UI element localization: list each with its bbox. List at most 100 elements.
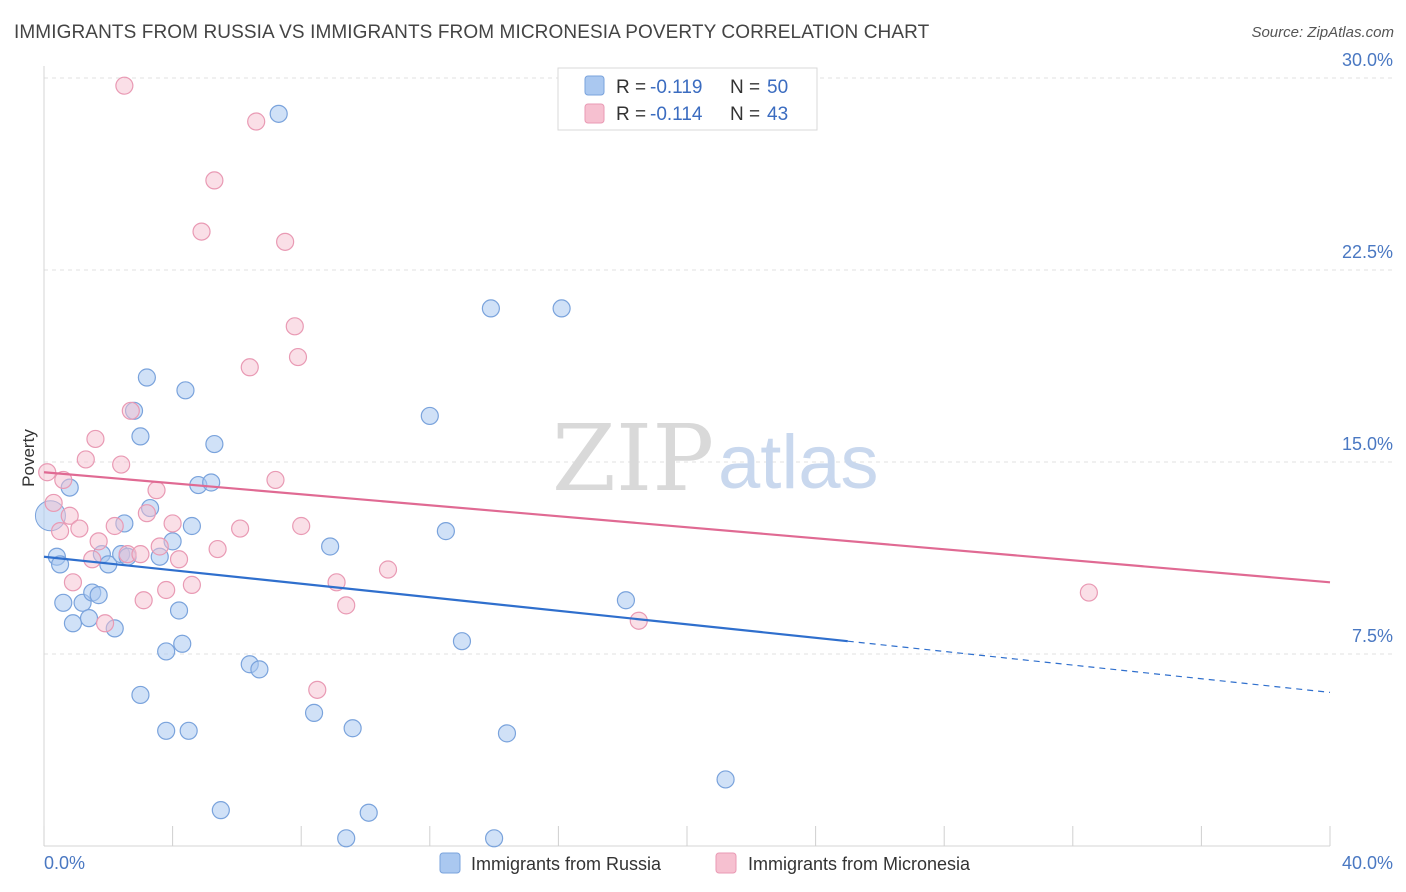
y-axis-title: Poverty (19, 429, 38, 487)
point-micronesia (134, 591, 153, 610)
point-micronesia (276, 232, 295, 251)
point-russia (211, 801, 230, 820)
point-russia (173, 634, 192, 653)
point-russia (169, 601, 189, 620)
point-russia (182, 516, 201, 536)
point-micronesia (115, 76, 134, 95)
point-russia (131, 685, 150, 705)
point-russia (304, 703, 324, 722)
point-russia (137, 368, 156, 387)
point-micronesia (285, 317, 304, 336)
point-russia (250, 660, 269, 679)
point-russia (485, 829, 504, 848)
trend-lines (43, 471, 1331, 693)
legend-n-value-micronesia: 43 (767, 104, 788, 125)
point-russia (497, 724, 517, 743)
point-micronesia (208, 539, 227, 559)
point-micronesia (86, 429, 105, 449)
point-micronesia (83, 550, 102, 569)
point-russia (179, 721, 198, 740)
trend-line-micronesia (43, 471, 1331, 584)
point-micronesia (121, 401, 140, 420)
legend-swatch-russia (584, 75, 605, 96)
point-micronesia (292, 516, 311, 536)
y-tick-label: 7.5% (1352, 626, 1393, 646)
x-tick-label-min: 0.0% (44, 853, 85, 873)
legend-bottom-label-russia: Immigrants from Russia (471, 854, 662, 874)
point-micronesia (89, 532, 108, 551)
point-micronesia (182, 575, 201, 594)
point-micronesia (231, 519, 250, 538)
point-micronesia (378, 560, 398, 579)
point-russia (202, 473, 221, 492)
point-micronesia (247, 112, 266, 131)
point-russia (89, 586, 108, 605)
point-russia (359, 803, 378, 822)
legend-r-value-micronesia: -0.114 (650, 104, 703, 125)
point-russia (616, 591, 636, 610)
point-russia (452, 632, 472, 651)
series-micronesia-points (38, 76, 1098, 699)
point-micronesia (105, 516, 124, 536)
point-russia (79, 609, 99, 628)
point-micronesia (60, 506, 79, 525)
point-micronesia (288, 347, 308, 367)
point-russia (157, 642, 176, 661)
legend-swatch-micronesia (584, 103, 605, 124)
point-micronesia (1079, 583, 1098, 602)
legend-stats: R = -0.119 N = 50 R = -0.114 N = 43 (557, 67, 818, 131)
legend-r-label-micronesia: R = (616, 104, 646, 125)
watermark: ZIP atlas (552, 405, 879, 512)
point-micronesia (44, 493, 63, 513)
chart-title: IMMIGRANTS FROM RUSSIA VS IMMIGRANTS FRO… (14, 22, 930, 43)
point-micronesia (192, 222, 211, 241)
point-russia (157, 721, 176, 740)
point-micronesia (308, 680, 327, 699)
point-micronesia (54, 470, 73, 490)
y-tick-label: 15.0% (1342, 434, 1393, 454)
source-label: Source: ZipAtlas.com (1251, 24, 1394, 41)
point-micronesia (70, 519, 89, 538)
point-micronesia (266, 470, 285, 490)
point-micronesia (95, 614, 115, 633)
y-tick-label: 30.0% (1342, 50, 1393, 70)
point-micronesia (147, 481, 166, 500)
point-micronesia (205, 171, 224, 190)
watermark-zip: ZIP (552, 405, 714, 512)
grid-lines (44, 77, 1392, 655)
watermark-atlas: atlas (718, 420, 879, 505)
trend-line-russia (43, 555, 848, 643)
point-russia (343, 719, 362, 738)
point-russia (552, 299, 571, 318)
legend-bottom-label-micronesia: Immigrants from Micronesia (748, 854, 971, 874)
point-micronesia (112, 455, 131, 474)
y-tick-label: 22.5% (1342, 242, 1393, 262)
point-russia (50, 555, 70, 574)
legend-r-label-russia: R = (616, 77, 646, 98)
point-micronesia (76, 450, 95, 469)
point-russia (436, 522, 455, 541)
legend-n-label-micronesia: N = (730, 104, 760, 125)
legend-r-value-russia: -0.119 (650, 77, 702, 98)
point-micronesia (63, 573, 83, 592)
point-micronesia (157, 580, 176, 600)
point-micronesia (131, 545, 150, 564)
point-russia (481, 299, 500, 318)
y-tick-labels: 7.5% 15.0% 22.5% 30.0% (1342, 50, 1393, 646)
point-russia (716, 770, 735, 789)
x-tick-labels: 0.0% 40.0% (44, 853, 1393, 873)
point-micronesia (137, 504, 156, 523)
point-russia (337, 829, 356, 848)
point-russia (63, 614, 83, 633)
point-russia (420, 406, 439, 426)
legend-bottom-swatch-micronesia (715, 852, 737, 874)
legend-bottom-swatch-russia (439, 852, 461, 874)
point-micronesia (169, 550, 189, 569)
trend-line-russia-extension (847, 640, 1331, 693)
point-russia (321, 537, 340, 556)
point-russia (176, 381, 195, 400)
legend-n-label-russia: N = (730, 77, 760, 98)
point-micronesia (163, 514, 182, 533)
axes (43, 66, 1331, 847)
